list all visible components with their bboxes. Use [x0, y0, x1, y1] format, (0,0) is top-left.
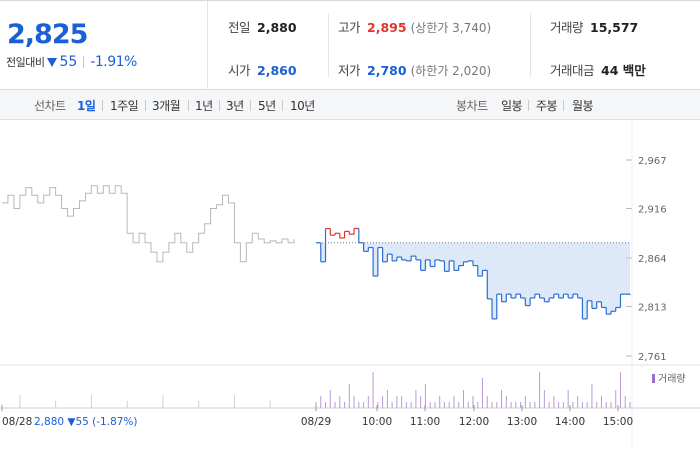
open-value: 2,860: [257, 63, 297, 78]
y-axis-ticks: 2,967 2,916 2,864 2,813 2,761: [626, 156, 667, 363]
turnover-stat: 거래대금 44 백만: [550, 60, 646, 79]
y-tick-label: 2,967: [638, 156, 667, 167]
chart-fill: [316, 242, 630, 319]
volume-bars: [19, 372, 631, 408]
prev-close-stat: 전일 2,880: [228, 17, 297, 36]
current-price: 2,825: [7, 19, 88, 50]
period-3m-button[interactable]: 3개월: [152, 99, 181, 113]
open-stat: 시가 2,860: [228, 60, 297, 79]
line-chart-label: 선차트: [34, 99, 66, 113]
period-divider: [102, 100, 103, 111]
lower-limit: (하한가 2,020): [410, 64, 492, 78]
x-tick-label: 13:00: [507, 416, 537, 428]
x-tick-label: 08/28: [2, 416, 32, 428]
period-1w-button[interactable]: 1주일: [110, 99, 139, 113]
stat-divider: [328, 13, 329, 77]
stock-summary-panel: 2,825 전일대비 55 -1.91% 전일 2,880 시가 2,860 고…: [0, 0, 700, 90]
y-tick-label: 2,864: [638, 254, 667, 265]
period-divider: [219, 100, 220, 111]
high-label: 고가: [338, 20, 361, 35]
low-value: 2,780: [367, 63, 407, 78]
open-label: 시가: [228, 63, 251, 78]
y-tick-label: 2,813: [638, 303, 667, 314]
change-divider: [83, 56, 85, 68]
change-label: 전일대비: [6, 56, 45, 69]
x-tick-label: 15:00: [603, 416, 633, 428]
turnover-value: 44 백만: [601, 63, 646, 78]
intraday-price-chart[interactable]: 2,967 2,916 2,864 2,813 2,761 08/28 08/29 10:0…: [0, 120, 700, 450]
volume-stat: 거래량 15,577: [550, 17, 638, 36]
period-5y-button[interactable]: 5년: [258, 99, 276, 113]
period-divider: [563, 100, 564, 111]
chart-grid: [0, 120, 700, 450]
x-tick-label: 12:00: [459, 416, 489, 428]
change-row: 전일대비 55 -1.91%: [6, 54, 137, 70]
period-3y-button[interactable]: 3년: [226, 99, 244, 113]
candle-monthly-button[interactable]: 월봉: [572, 99, 594, 113]
period-divider: [145, 100, 146, 111]
x-axis-ticks: 08/28 08/29 10:00 11:00 12:00 13:00 14:00 15:00…: [1, 405, 633, 428]
prev-day-close-annotation: 2,880 ▼55 (-1.87%): [34, 416, 138, 428]
y-tick-label: 2,761: [638, 352, 667, 363]
candle-chart-label: 봉차트: [456, 99, 488, 113]
x-tick-label: 08/29: [301, 416, 331, 428]
period-divider: [282, 100, 283, 111]
period-1y-button[interactable]: 1년: [195, 99, 213, 113]
period-divider: [528, 100, 529, 111]
period-10y-button[interactable]: 10년: [290, 99, 315, 113]
x-tick-label: 14:00: [555, 416, 585, 428]
period-divider: [250, 100, 251, 111]
high-value: 2,895: [367, 20, 407, 35]
price-box: 2,825 전일대비 55 -1.91%: [0, 1, 208, 90]
high-stat: 고가 2,895 (상한가 3,740): [338, 17, 491, 36]
volume-label: 거래량: [550, 20, 584, 35]
down-triangle-icon: [47, 57, 58, 67]
x-tick-label: 10:00: [362, 416, 392, 428]
change-amount: 55: [59, 54, 78, 70]
chart-period-bar: 선차트 1일 1주일 3개월 1년 3년 5년 10년 봉차트 일봉 주봉 월봉: [0, 90, 700, 120]
below-prev-close-fill: [316, 242, 630, 319]
x-tick-label: 11:00: [410, 416, 440, 428]
low-label: 저가: [338, 63, 361, 78]
previous-day-line: [2, 185, 295, 263]
candle-daily-button[interactable]: 일봉: [501, 99, 523, 113]
y-tick-label: 2,916: [638, 205, 667, 216]
chart-lines: [2, 185, 631, 320]
stat-divider: [530, 13, 531, 77]
prev-close-label: 전일: [228, 20, 251, 35]
period-1d-button[interactable]: 1일: [77, 99, 96, 113]
turnover-label: 거래대금: [550, 63, 595, 78]
change-rate: -1.91%: [90, 54, 137, 70]
volume-legend-label: 거래량: [658, 373, 686, 385]
prev-close-value: 2,880: [257, 20, 297, 35]
low-stat: 저가 2,780 (하한가 2,020): [338, 60, 491, 79]
period-divider: [188, 100, 189, 111]
candle-weekly-button[interactable]: 주봉: [536, 99, 558, 113]
volume-legend: 거래량: [652, 373, 686, 385]
volume-value: 15,577: [590, 20, 639, 35]
upper-limit: (상한가 3,740): [410, 21, 492, 35]
volume-legend-swatch: [652, 374, 655, 383]
